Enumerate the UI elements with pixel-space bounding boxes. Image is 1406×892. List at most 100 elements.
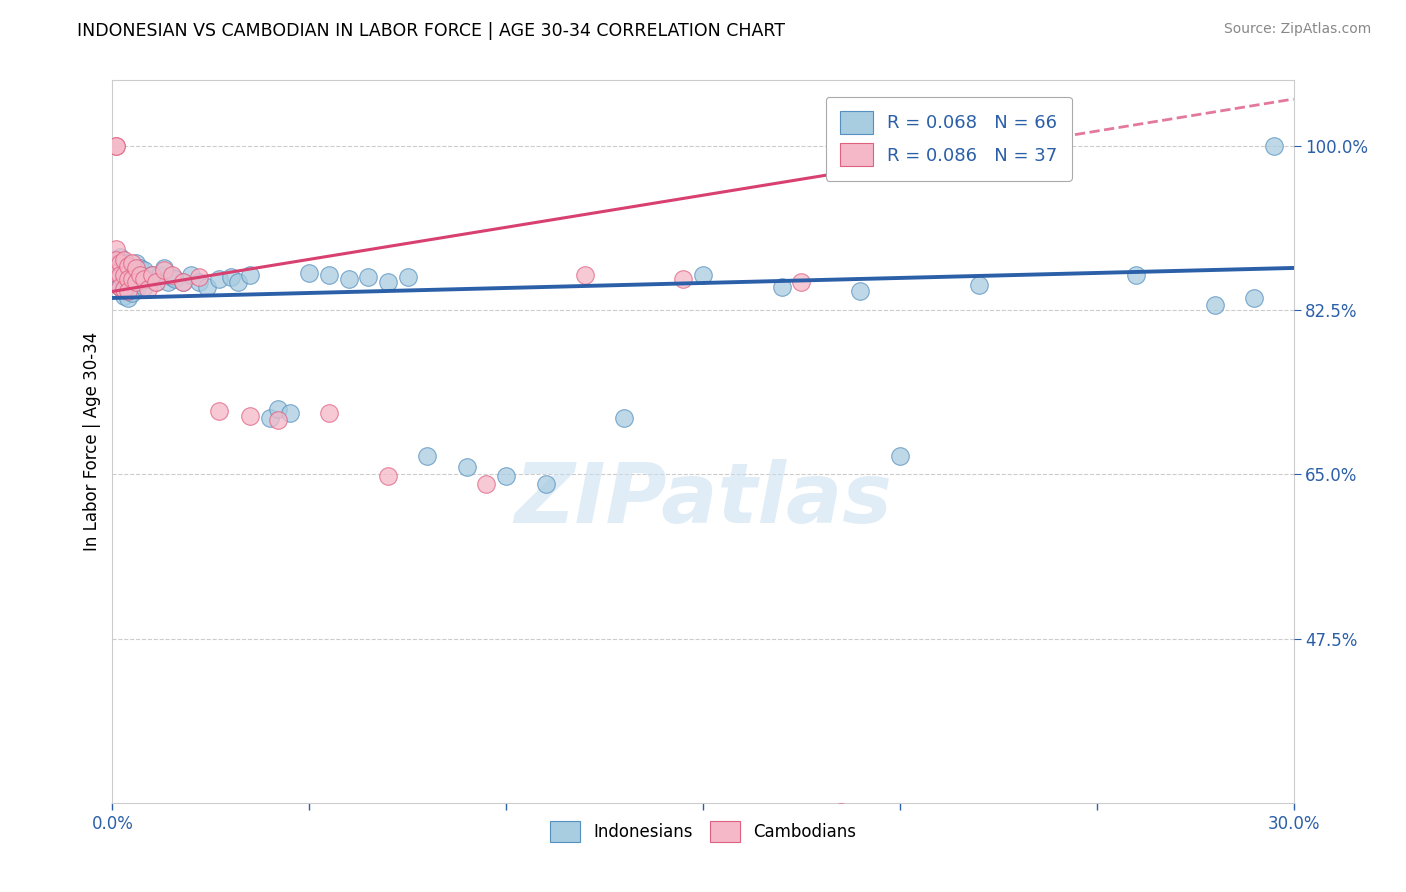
Point (121, 275, 143, 289)
Point (112, 285, 135, 299)
Point (145, 275, 167, 289)
Point (105, 266, 128, 280)
Point (110, 279, 132, 293)
Point (357, 270, 380, 285)
Point (110, 256, 132, 270)
Point (188, 270, 211, 285)
Point (105, 253, 128, 268)
Point (105, 139, 128, 153)
Point (534, 476, 557, 491)
Y-axis label: In Labor Force | Age 30-34: In Labor Force | Age 30-34 (83, 332, 101, 551)
Point (105, 252, 128, 266)
Point (495, 469, 517, 483)
Point (208, 403, 231, 417)
Point (156, 275, 179, 289)
Point (267, 413, 290, 427)
Point (180, 268, 202, 283)
Point (117, 279, 139, 293)
Point (396, 270, 419, 285)
Point (125, 268, 148, 283)
Point (129, 275, 152, 289)
Point (110, 270, 132, 285)
Point (110, 260, 132, 275)
Point (145, 275, 167, 289)
Point (574, 268, 596, 283)
Point (318, 268, 340, 283)
Point (132, 262, 155, 277)
Point (121, 272, 143, 286)
Point (165, 272, 187, 286)
Point (117, 291, 139, 305)
Point (110, 279, 132, 293)
Point (117, 270, 139, 285)
Point (112, 275, 135, 289)
Point (337, 272, 360, 286)
Point (112, 289, 135, 303)
Point (110, 250, 132, 264)
Point (129, 260, 152, 275)
Point (136, 272, 159, 286)
Point (117, 259, 139, 273)
Point (298, 266, 321, 280)
Point (110, 268, 132, 283)
Point (172, 275, 194, 289)
Point (152, 260, 174, 275)
Point (475, 476, 498, 491)
Text: ZIPatlas: ZIPatlas (515, 458, 891, 540)
Point (149, 268, 172, 283)
Point (105, 275, 128, 289)
Point (377, 275, 399, 289)
Text: INDONESIAN VS CAMBODIAN IN LABOR FORCE | AGE 30-34 CORRELATION CHART: INDONESIAN VS CAMBODIAN IN LABOR FORCE |… (77, 22, 786, 40)
Point (141, 268, 163, 282)
Point (267, 401, 290, 416)
Point (112, 282, 135, 296)
Point (1263, 139, 1285, 153)
Point (112, 266, 135, 280)
Point (112, 256, 135, 270)
Point (125, 260, 148, 275)
Point (112, 253, 135, 268)
Point (117, 260, 139, 275)
Point (160, 270, 183, 285)
Point (141, 268, 163, 283)
Legend: Indonesians, Cambodians: Indonesians, Cambodians (543, 814, 863, 848)
Point (278, 406, 301, 420)
Point (125, 275, 148, 289)
Point (377, 469, 399, 483)
Point (456, 459, 478, 474)
Point (152, 262, 174, 277)
Point (129, 268, 152, 283)
Point (259, 411, 281, 425)
Point (770, 279, 793, 293)
Point (105, 139, 128, 153)
Point (613, 411, 636, 425)
Point (1125, 268, 1147, 283)
Point (105, 256, 128, 270)
Point (105, 242, 128, 256)
Point (219, 270, 242, 285)
Point (121, 262, 143, 277)
Point (1243, 291, 1265, 305)
Point (117, 272, 139, 286)
Point (416, 449, 439, 463)
Point (672, 272, 695, 286)
Point (692, 268, 714, 283)
Point (228, 275, 250, 289)
Point (1204, 298, 1226, 312)
Point (239, 268, 262, 283)
Point (121, 256, 143, 270)
Point (849, 285, 872, 299)
Point (132, 279, 155, 293)
Point (136, 282, 159, 296)
Text: Source: ZipAtlas.com: Source: ZipAtlas.com (1223, 22, 1371, 37)
Point (132, 272, 155, 286)
Point (790, 275, 813, 289)
Point (188, 275, 211, 289)
Point (125, 256, 148, 270)
Point (105, 266, 128, 280)
Point (121, 286, 143, 301)
Point (112, 268, 135, 283)
Point (172, 275, 194, 289)
Point (967, 277, 990, 292)
Point (830, 805, 852, 820)
